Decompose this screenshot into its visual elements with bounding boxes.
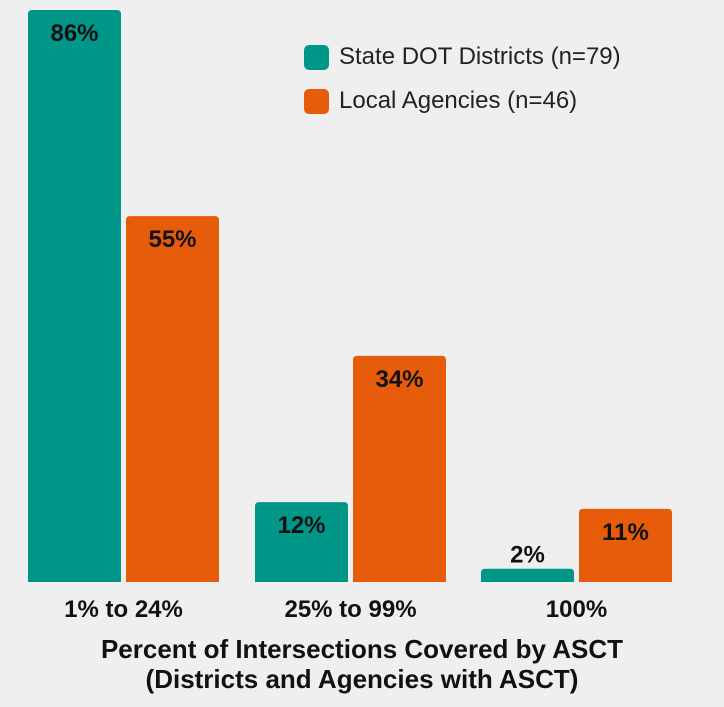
legend-swatch-state-dot <box>304 44 329 70</box>
legend-item-local-agencies: Local Agencies (n=46) <box>304 86 621 116</box>
bar-value-label-0-1: 55% <box>148 226 196 253</box>
category-label-1: 25% to 99% <box>284 596 416 623</box>
bar-1-1 <box>353 355 446 582</box>
bar-0-0 <box>28 10 121 582</box>
legend-label-local-agencies: Local Agencies (n=46) <box>339 87 578 114</box>
legend-item-state-dot: State DOT Districts (n=79) <box>304 42 621 72</box>
x-axis-title-line1: Percent of Intersections Covered by ASCT <box>100 634 624 664</box>
bar-value-label-1-1: 34% <box>375 366 423 393</box>
bar-value-label-2-0: 2% <box>510 542 545 569</box>
bar-value-label-0-0: 86% <box>50 20 98 47</box>
bar-0-1 <box>126 216 219 583</box>
x-axis-title: Percent of Intersections Covered by ASCT… <box>0 634 724 694</box>
legend: State DOT Districts (n=79) Local Agencie… <box>304 42 621 130</box>
category-label-0: 1% to 24% <box>64 596 183 623</box>
legend-swatch-local-agencies <box>304 88 329 114</box>
legend-label-state-dot: State DOT Districts (n=79) <box>339 43 621 70</box>
bar-value-label-1-0: 12% <box>277 512 325 539</box>
bar-1-0 <box>255 502 348 582</box>
bar-value-label-2-1: 11% <box>602 519 649 546</box>
bar-2-1 <box>579 508 672 582</box>
x-axis-title-line2: (Districts and Agencies with ASCT) <box>145 664 579 694</box>
bar-2-0 <box>481 568 574 582</box>
category-label-2: 100% <box>546 596 607 623</box>
